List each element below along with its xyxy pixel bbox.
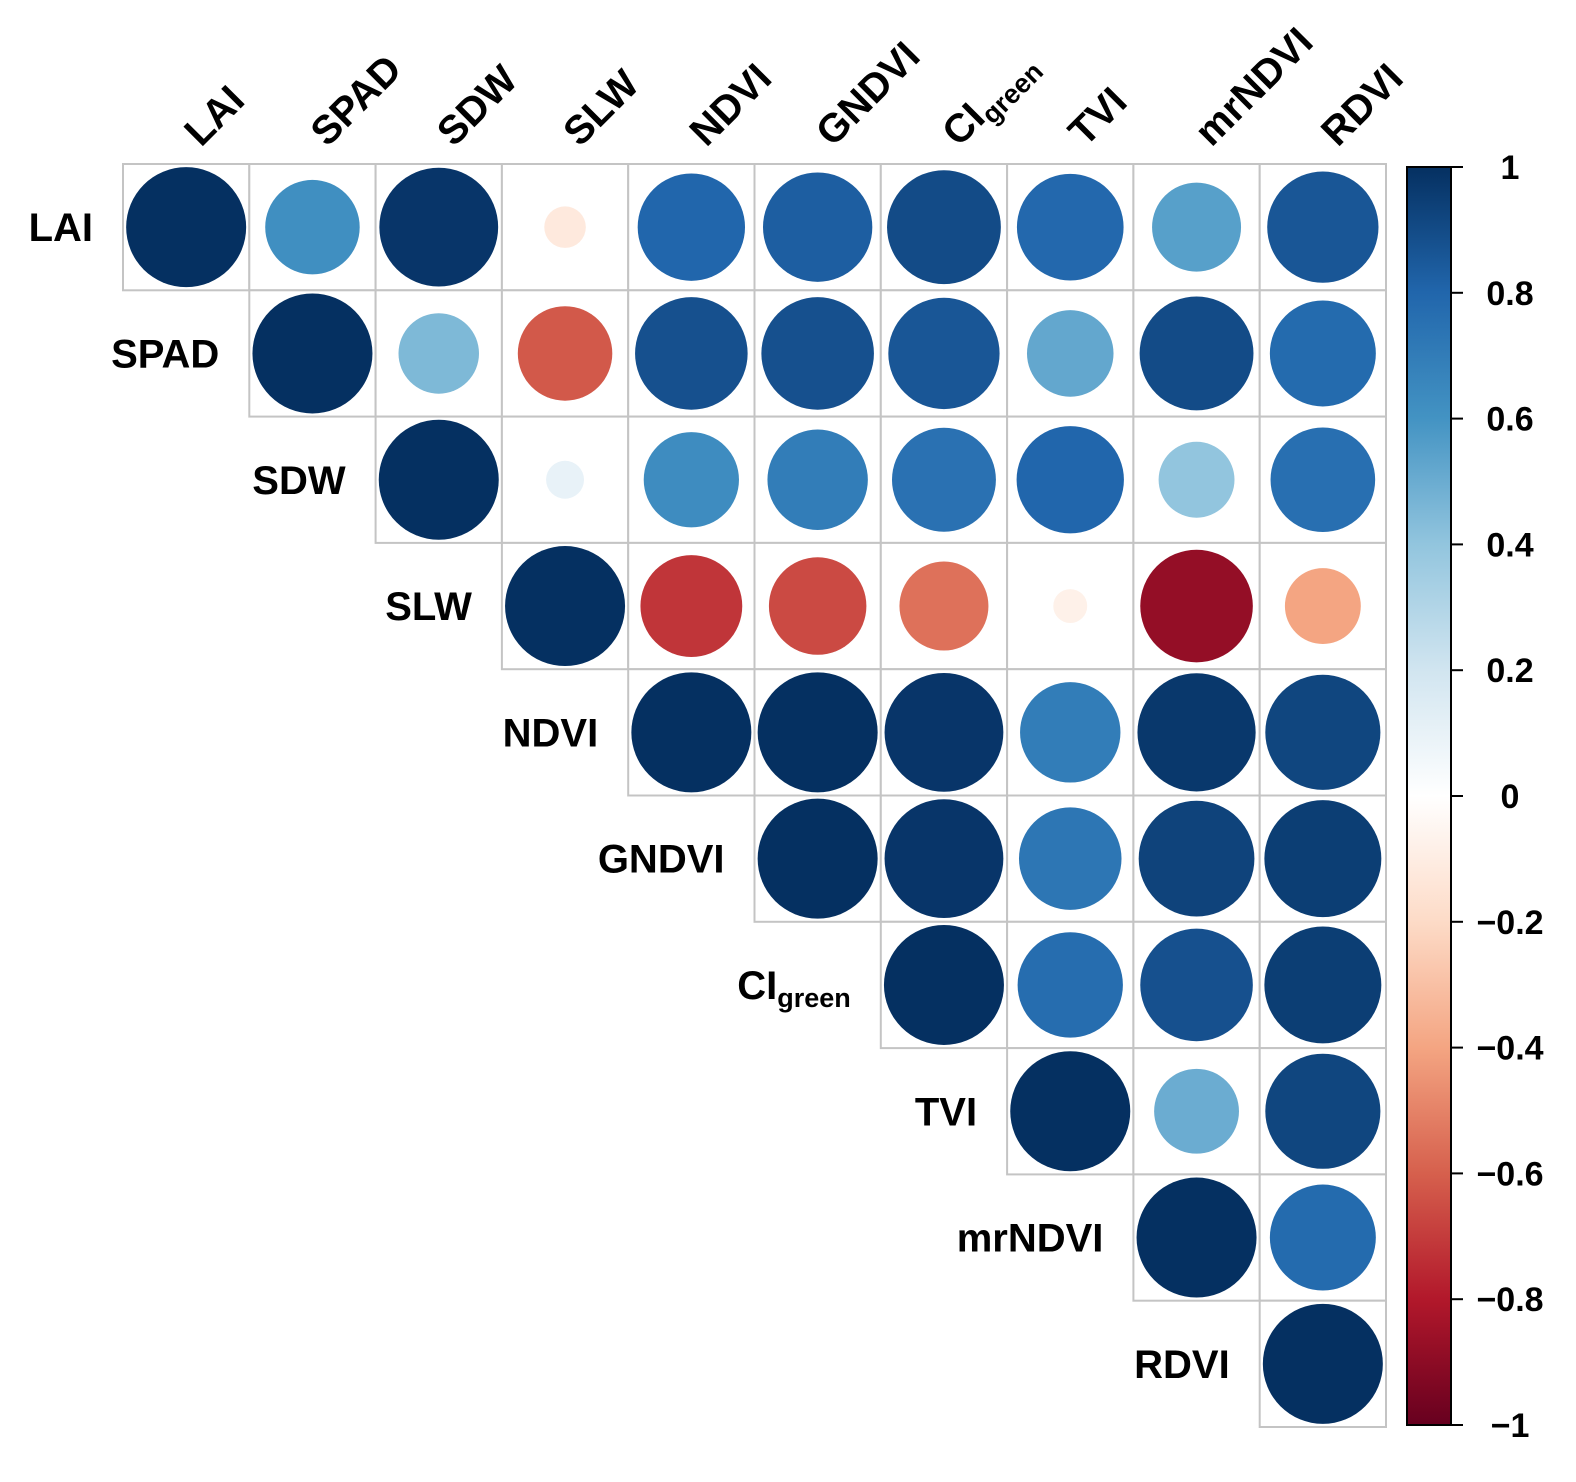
corr-circle-cigreen-rdvi [1264, 926, 1382, 1044]
corr-circle-spad-sdw [398, 313, 479, 394]
corr-circle-sdw-ndvi [643, 432, 739, 528]
corr-circle-gndvi-gndvi [757, 798, 878, 919]
corr-circle-slw-slw [505, 546, 626, 667]
corr-circle-slw-tvi [1053, 589, 1088, 624]
corr-circle-gndvi-mrndvi [1138, 800, 1255, 917]
corr-circle-tvi-mrndvi [1154, 1068, 1239, 1154]
col-label-rdvi: RDVI [1313, 56, 1412, 155]
corr-circle-sdw-tvi [1016, 426, 1124, 534]
col-label-gndvi: GNDVI [808, 34, 929, 155]
corr-circle-lai-spad [265, 179, 360, 275]
corr-circle-gndvi-rdvi [1264, 800, 1382, 918]
corr-circle-spad-rdvi [1269, 300, 1376, 407]
row-label-tvi: TVI [915, 1090, 977, 1134]
corr-circle-sdw-rdvi [1270, 427, 1376, 533]
corr-circle-lai-tvi [1016, 173, 1124, 281]
colorbar-tick-label: 1 [1501, 149, 1520, 187]
corr-circle-cigreen-cigreen [883, 924, 1004, 1045]
col-label-slw: SLW [555, 62, 648, 155]
corr-circle-spad-slw [517, 306, 613, 401]
row-label-mrndvi: mrNDVI [957, 1217, 1104, 1261]
corr-circle-lai-sdw [379, 167, 499, 287]
corr-circle-mrndvi-rdvi [1269, 1184, 1376, 1291]
colorbar-tick-label: −0.8 [1476, 1281, 1543, 1319]
corr-circle-lai-gndvi [762, 172, 873, 282]
corr-circle-lai-slw [544, 206, 586, 248]
corr-circle-spad-spad [252, 293, 373, 414]
colorbar-tick-label: 0.4 [1486, 526, 1533, 564]
row-label-slw: SLW [385, 585, 472, 629]
row-label-cigreen: CIgreen [737, 964, 851, 1013]
row-label-ndvi: NDVI [503, 711, 599, 755]
row-labels: LAI SPAD SDW SLW NDVI GNDVI CIgreen TVI mrNDVI RD… [29, 206, 1230, 1387]
corr-circle-lai-cigreen [887, 170, 1001, 285]
corr-circle-lai-lai [126, 167, 247, 288]
corr-circle-sdw-gndvi [767, 429, 868, 530]
correlation-circles [126, 167, 1383, 1424]
col-label-mrndvi: mrNDVI [1187, 20, 1322, 155]
colorbar-tick-label: 0.6 [1486, 401, 1533, 439]
corr-circle-slw-gndvi [768, 557, 867, 655]
corr-circle-ndvi-tvi [1020, 682, 1121, 783]
corr-circle-ndvi-ndvi [631, 672, 752, 793]
corr-circle-spad-ndvi [635, 297, 748, 410]
col-label-lai: LAI [176, 78, 253, 155]
col-label-spad: SPAD [303, 47, 411, 155]
corr-circle-sdw-mrndvi [1158, 441, 1235, 518]
col-label-ndvi: NDVI [681, 56, 780, 155]
corr-circle-lai-mrndvi [1152, 182, 1242, 272]
corr-circle-spad-gndvi [761, 297, 874, 410]
corr-circle-mrndvi-mrndvi [1136, 1177, 1257, 1298]
row-label-spad: SPAD [111, 332, 219, 376]
corr-circle-spad-cigreen [888, 297, 1000, 410]
colorbar-tick-label: −0.6 [1476, 1155, 1543, 1193]
corr-circle-gndvi-cigreen [884, 799, 1004, 919]
corr-circle-ndvi-rdvi [1265, 674, 1381, 790]
corr-circle-slw-rdvi [1284, 568, 1361, 644]
corr-circle-tvi-tvi [1010, 1051, 1131, 1172]
row-label-gndvi: GNDVI [598, 838, 725, 882]
col-label-sdw: SDW [429, 57, 526, 154]
colorbar-tick-label: 0.2 [1486, 652, 1533, 690]
col-label-cigreen: CIgreen [934, 43, 1049, 158]
corr-circle-sdw-slw [546, 460, 585, 499]
corr-circle-ndvi-cigreen [884, 672, 1004, 792]
corr-circle-sdw-sdw [378, 419, 499, 540]
colorbar-tick-label: −0.2 [1476, 904, 1543, 942]
corr-circle-rdvi-rdvi [1262, 1303, 1383, 1424]
colorbar-gradient [1406, 166, 1452, 1426]
corr-circle-spad-tvi [1026, 310, 1114, 397]
corr-circle-sdw-cigreen [891, 427, 996, 532]
colorbar-tick-label: −0.4 [1476, 1030, 1543, 1068]
corr-circle-tvi-rdvi [1265, 1053, 1381, 1169]
corr-circle-slw-cigreen [899, 561, 989, 651]
row-label-lai: LAI [29, 206, 93, 250]
corr-circle-lai-ndvi [637, 173, 746, 281]
row-label-rdvi: RDVI [1134, 1343, 1230, 1387]
corr-circle-cigreen-tvi [1017, 932, 1123, 1038]
corr-circle-ndvi-mrndvi [1137, 673, 1256, 792]
colorbar-ticks: 1 0.8 0.6 0.4 0.2 0 −0.2 −0.4 −0.6 −0.8 −1 [1451, 149, 1544, 1445]
colorbar-tick-label: −1 [1491, 1407, 1530, 1445]
corr-circle-slw-ndvi [640, 555, 743, 657]
corr-circle-spad-mrndvi [1139, 296, 1254, 411]
corr-circle-cigreen-mrndvi [1140, 928, 1253, 1042]
corr-circle-ndvi-gndvi [757, 672, 878, 793]
corr-circle-gndvi-tvi [1018, 807, 1122, 910]
colorbar: 1 0.8 0.6 0.4 0.2 0 −0.2 −0.4 −0.6 −0.8 −1 [1406, 149, 1544, 1445]
row-label-sdw: SDW [252, 459, 346, 503]
corr-circle-slw-mrndvi [1140, 549, 1253, 663]
colorbar-tick-label: 0 [1501, 778, 1520, 816]
column-labels: LAI SPAD SDW SLW NDVI GNDVI CIgreen TVI mrNDVIRD… [176, 20, 1412, 158]
col-label-tvi: TVI [1060, 79, 1135, 154]
colorbar-tick-label: 0.8 [1486, 275, 1533, 313]
corr-circle-lai-rdvi [1267, 171, 1379, 283]
